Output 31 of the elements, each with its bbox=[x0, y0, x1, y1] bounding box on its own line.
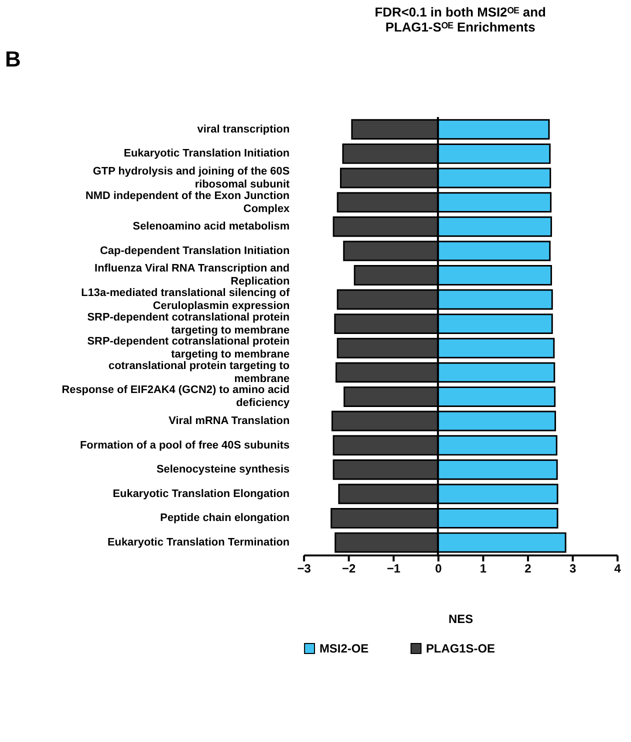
text: FDR<0.1 in both MSI2ᴼᴱ and bbox=[374, 4, 546, 20]
x-tick-label: −3 bbox=[297, 561, 312, 576]
legend-label: PLAG1S-OE bbox=[426, 641, 495, 656]
y-tick-label: Eukaryotic Translation Initiation bbox=[124, 148, 290, 160]
text: PLAG1-Sᴼᴱ Enrichments bbox=[385, 19, 536, 34]
text: B bbox=[4, 46, 21, 72]
y-tick-label: Eukaryotic Translation Elongation bbox=[112, 488, 290, 500]
x-tick-label: −1 bbox=[386, 561, 401, 576]
x-tick-label: 1 bbox=[480, 561, 487, 576]
y-tick-label: GTP hydrolysis and joining of the 60S ribosomal subunit bbox=[92, 166, 290, 190]
x-axis-title: NES bbox=[448, 612, 474, 626]
y-tick-label: Influenza Viral RNA Transcription and Replication bbox=[94, 262, 290, 288]
y-tick-label: Response of EIF2AK4 (GCN2) to amino acid deficiency bbox=[62, 384, 291, 410]
legend-label: MSI2-OE bbox=[319, 641, 369, 656]
x-tick-label: 2 bbox=[524, 561, 532, 576]
y-tick-label: NMD independent of the Exon Junction Complex bbox=[85, 190, 290, 215]
y-tick-label: Selenoamino acid metabolism bbox=[132, 220, 290, 233]
y-tick-label: Eukaryotic Translation Termination bbox=[107, 536, 290, 549]
y-tick-label: Selenocysteine synthesis bbox=[156, 464, 290, 476]
y-tick-label: Formation of a pool of free 40S subunits bbox=[80, 439, 290, 452]
x-tick-label: 3 bbox=[569, 561, 576, 576]
y-tick-label: SRP-dependent cotranslational protein targeting to membrane bbox=[87, 311, 290, 336]
x-tick-label: −2 bbox=[342, 561, 356, 576]
y-tick-label: L13a-mediated translational silencing of Ceruloplasmin expression bbox=[81, 287, 290, 312]
x-tick-label: 4 bbox=[614, 561, 622, 576]
x-tick-label: 0 bbox=[435, 561, 442, 576]
y-tick-label: viral transcription bbox=[197, 123, 290, 136]
y-tick-label: Peptide chain elongation bbox=[160, 512, 290, 524]
y-tick-label: Cap-dependent Translation Initiation bbox=[100, 244, 290, 257]
y-tick-label: Viral mRNA Translation bbox=[168, 415, 290, 428]
y-tick-label: cotranslational protein targeting to membrane bbox=[108, 360, 290, 385]
